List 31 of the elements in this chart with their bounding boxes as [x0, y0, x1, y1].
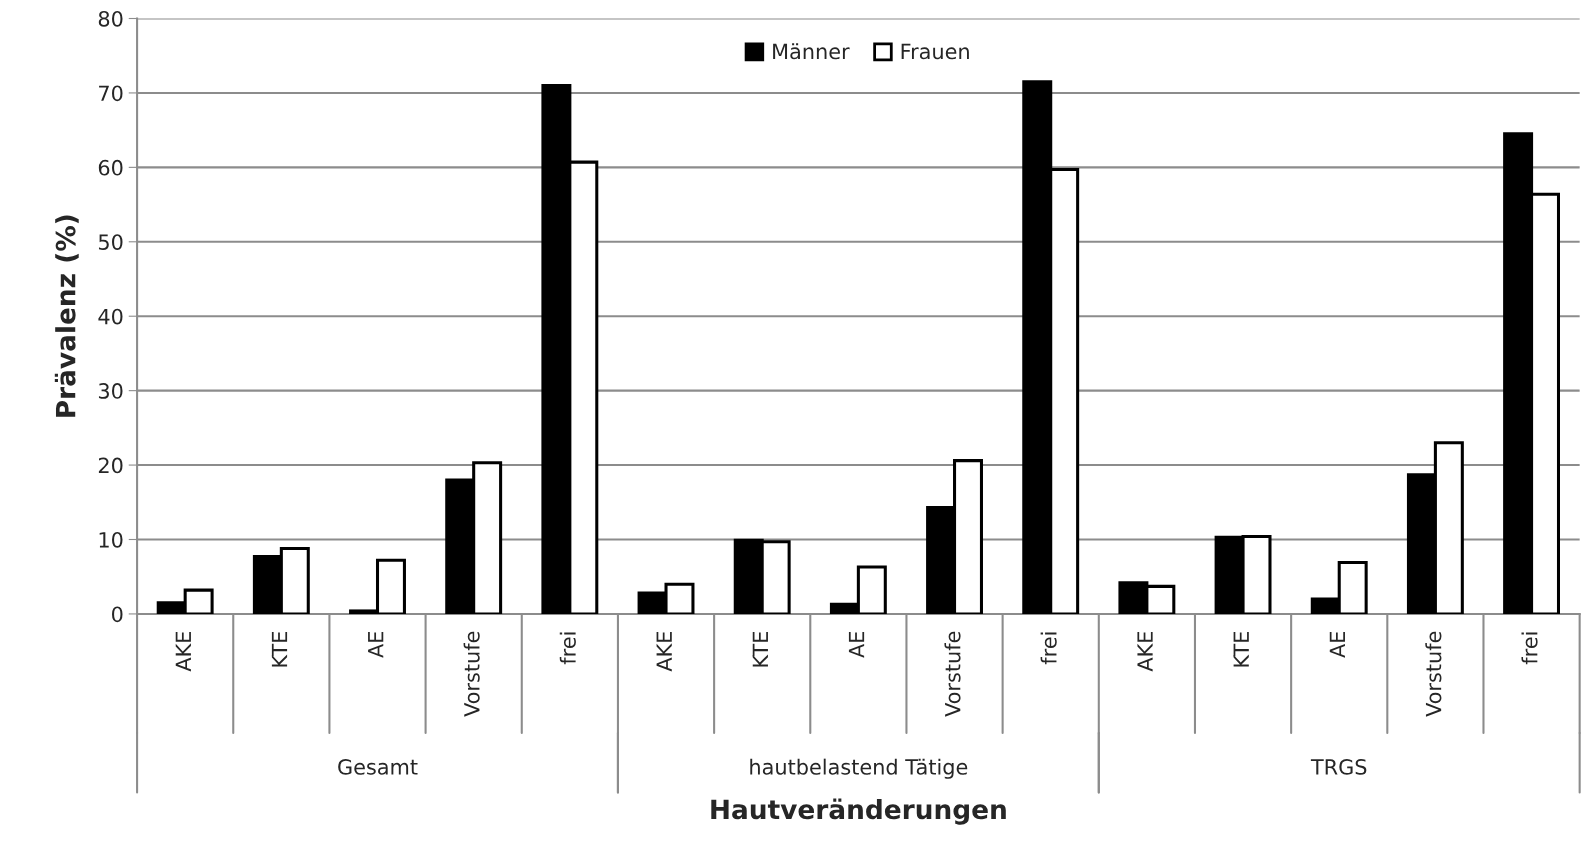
x-tick-label: Vorstufe: [463, 631, 480, 717]
y-tick-label: 0: [112, 606, 123, 623]
y-tick-label: 10: [99, 531, 123, 548]
x-tick-label: AKE: [656, 631, 672, 672]
x-tick-label: Vorstufe: [1425, 631, 1442, 717]
x-tick-label: Vorstufe: [944, 631, 961, 717]
x-tick-label: AE: [368, 631, 384, 658]
x-tick-label: AE: [1329, 631, 1345, 658]
x-tick-label: AKE: [175, 631, 191, 672]
x-tick-label: AE: [848, 631, 865, 658]
x-tick-label: AKE: [1137, 631, 1153, 672]
x-tick-label: frei: [1040, 632, 1057, 665]
x-tick-label: frei: [559, 632, 576, 665]
x-axis-title: Hautveränderungen: [711, 798, 1006, 825]
x-tick-label: KTE: [752, 631, 768, 667]
text: hautbelastend Tätige: [750, 758, 968, 779]
text: TRGS: [1310, 759, 1367, 775]
y-axis-title: Prävalenz (%): [54, 215, 79, 417]
legend-label: Männer: [773, 43, 850, 60]
y-tick-label: 20: [98, 457, 123, 474]
legend-label: Frauen: [901, 43, 969, 60]
y-tick-label: 30: [98, 383, 123, 399]
y-tick-label: 40: [98, 308, 123, 325]
y-tick-label: 60: [98, 159, 123, 176]
x-tick-label: KTE: [271, 631, 288, 667]
y-tick-label: 70: [99, 85, 123, 102]
x-tick-label: KTE: [1233, 631, 1249, 667]
text: Gesamt: [338, 759, 418, 775]
y-tick-label: 80: [98, 10, 123, 27]
y-tick-label: 50: [98, 234, 123, 250]
x-tick-label: frei: [1521, 632, 1538, 665]
